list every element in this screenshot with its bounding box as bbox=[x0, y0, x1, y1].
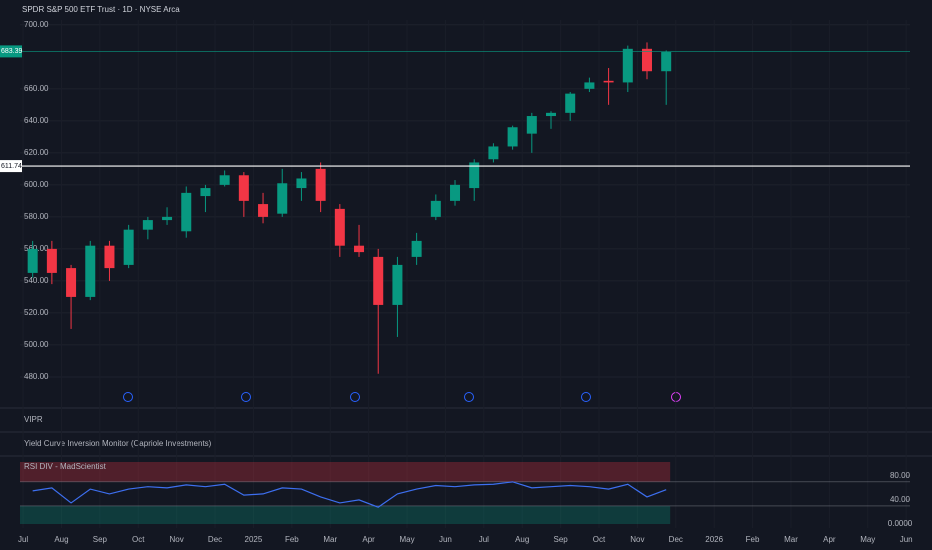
x-tick-label: May bbox=[860, 535, 875, 544]
event-marker[interactable] bbox=[464, 392, 474, 402]
candle-body bbox=[238, 175, 249, 201]
x-tick-label: 2026 bbox=[705, 535, 723, 544]
candle-body bbox=[162, 216, 173, 221]
y-tick-label: 540.00 bbox=[24, 276, 49, 285]
rsi-line bbox=[32, 481, 667, 508]
x-tick-label: Mar bbox=[784, 535, 798, 544]
chart-title: SPDR S&P 500 ETF Trust · 1D · NYSE Arca bbox=[22, 5, 180, 14]
event-marker[interactable] bbox=[581, 392, 591, 402]
candle-body bbox=[354, 245, 365, 253]
candle-body bbox=[258, 204, 269, 217]
x-tick-label: Mar bbox=[323, 535, 337, 544]
candle-body bbox=[661, 52, 672, 72]
candle-body bbox=[603, 80, 614, 83]
y-tick-label: 600.00 bbox=[24, 180, 49, 189]
x-tick-label: 2025 bbox=[245, 535, 263, 544]
candle-body bbox=[488, 146, 499, 160]
x-tick-label: Dec bbox=[208, 535, 222, 544]
y-tick-label: 0.0000 bbox=[888, 519, 913, 528]
candle-body bbox=[277, 183, 288, 214]
y-tick-label: 580.00 bbox=[24, 212, 49, 221]
x-tick-label: Sep bbox=[553, 535, 568, 544]
price-badge bbox=[0, 160, 22, 173]
x-tick-label: Feb bbox=[746, 535, 760, 544]
panel-label: Yield Curve Inversion Monitor (Capriole … bbox=[24, 439, 212, 448]
candle-body bbox=[392, 264, 403, 305]
price-label: 683.39 bbox=[1, 48, 23, 55]
y-tick-label: 640.00 bbox=[24, 116, 49, 125]
y-tick-label: 620.00 bbox=[24, 148, 49, 157]
x-tick-label: Oct bbox=[593, 535, 606, 544]
x-tick-label: Jun bbox=[900, 535, 913, 544]
x-tick-label: Sep bbox=[93, 535, 108, 544]
y-tick-label: 40.00 bbox=[890, 495, 911, 504]
candle-body bbox=[565, 93, 576, 113]
x-tick-label: Aug bbox=[515, 535, 529, 544]
candle-body bbox=[296, 178, 307, 189]
y-tick-label: 520.00 bbox=[24, 308, 49, 317]
overbought-zone bbox=[20, 462, 671, 482]
x-tick-label: Dec bbox=[669, 535, 683, 544]
candle-body bbox=[373, 256, 384, 305]
y-tick-label: 660.00 bbox=[24, 84, 49, 93]
x-tick-label: Jul bbox=[479, 535, 489, 544]
candle-body bbox=[641, 48, 652, 72]
candle-body bbox=[526, 116, 537, 134]
event-marker[interactable] bbox=[241, 392, 251, 402]
candle-body bbox=[46, 248, 57, 273]
candle-body bbox=[27, 248, 38, 273]
candle-body bbox=[622, 48, 633, 83]
candle-body bbox=[219, 175, 230, 185]
x-tick-label: Nov bbox=[170, 535, 184, 544]
candle-body bbox=[200, 188, 211, 197]
candle-body bbox=[469, 162, 480, 189]
candle-body bbox=[334, 208, 345, 246]
y-tick-label: 500.00 bbox=[24, 340, 49, 349]
candle-body bbox=[507, 127, 518, 147]
event-markers bbox=[123, 392, 681, 402]
x-tick-label: Jun bbox=[439, 535, 452, 544]
x-tick-label: Apr bbox=[362, 535, 375, 544]
oversold-zone bbox=[20, 505, 671, 524]
x-tick-label: Aug bbox=[54, 535, 68, 544]
candle-body bbox=[450, 184, 461, 201]
x-tick-label: May bbox=[399, 535, 414, 544]
price-badge bbox=[0, 45, 22, 58]
y-tick-label: 700.00 bbox=[24, 20, 49, 29]
candle-body bbox=[584, 82, 595, 89]
candle-body bbox=[315, 168, 326, 201]
x-tick-label: Apr bbox=[823, 535, 836, 544]
y-tick-label: 80.00 bbox=[890, 471, 911, 480]
candle-body bbox=[104, 245, 115, 269]
x-tick-label: Jul bbox=[18, 535, 28, 544]
candle-body bbox=[411, 240, 422, 257]
event-marker[interactable] bbox=[123, 392, 133, 402]
candle-body bbox=[66, 268, 77, 297]
panel-title: RSI DIV - MadScientist bbox=[24, 462, 107, 471]
y-tick-label: 560.00 bbox=[24, 244, 49, 253]
candle-body bbox=[546, 112, 557, 117]
event-marker[interactable] bbox=[350, 392, 360, 402]
x-tick-label: Nov bbox=[630, 535, 644, 544]
y-tick-label: 480.00 bbox=[24, 372, 49, 381]
candle-body bbox=[123, 229, 134, 265]
candle-body bbox=[181, 192, 192, 232]
price-label: 611.74 bbox=[1, 163, 22, 170]
x-tick-label: Oct bbox=[132, 535, 145, 544]
candle-body bbox=[142, 220, 153, 230]
candle-body bbox=[430, 200, 441, 217]
panel-label: VIPR bbox=[24, 415, 43, 424]
candle-body bbox=[85, 245, 96, 297]
x-tick-label: Feb bbox=[285, 535, 299, 544]
